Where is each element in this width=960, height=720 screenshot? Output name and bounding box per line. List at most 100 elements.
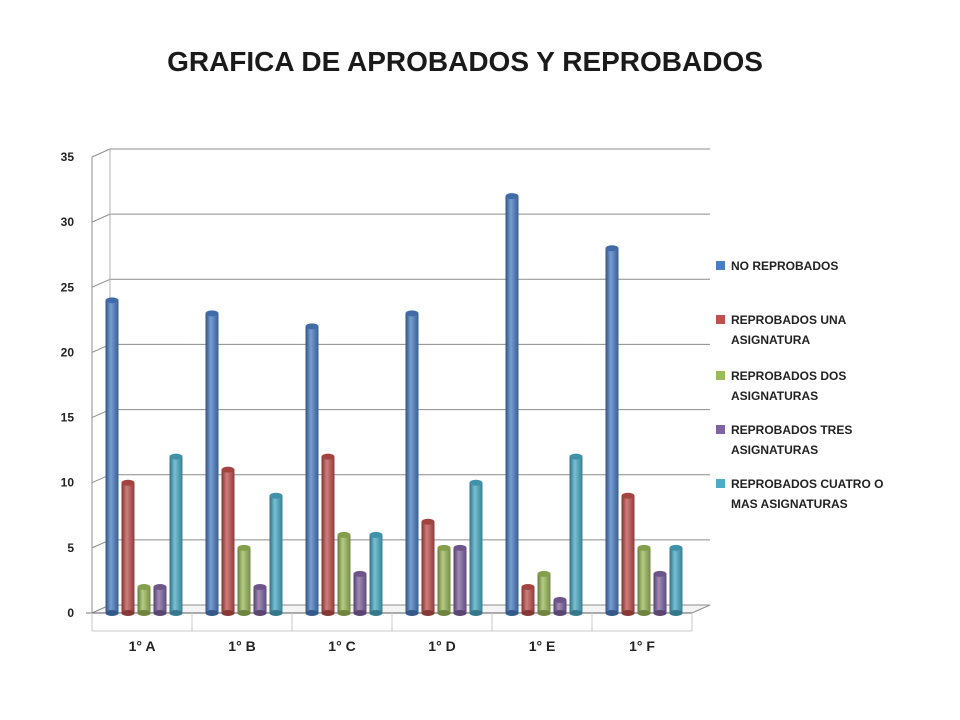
bar-base [205, 610, 219, 616]
legend-label: MAS ASIGNATURAS [731, 497, 848, 511]
x-tick-label: 1° C [328, 638, 355, 654]
bar [505, 196, 519, 614]
y-tick-label: 25 [61, 280, 75, 294]
bar-top [421, 518, 435, 525]
legend-swatch [716, 425, 725, 434]
bar-base [121, 610, 135, 616]
bar [105, 300, 119, 613]
bar-base [253, 610, 267, 616]
bar [653, 573, 667, 613]
bar-top [169, 453, 183, 460]
legend-label: ASIGNATURAS [731, 443, 818, 457]
y-tick-label: 0 [67, 606, 74, 620]
legend-label: REPROBADOS CUATRO O [731, 477, 883, 491]
bar-top [305, 323, 319, 330]
bar [669, 547, 683, 613]
legend-swatch [716, 371, 725, 380]
bar [269, 495, 283, 613]
bar-base [469, 610, 483, 616]
bar [453, 547, 467, 613]
bar-top [269, 492, 283, 499]
bar [153, 586, 167, 613]
chart-title: GRAFICA DE APROBADOS Y REPROBADOS [167, 46, 763, 77]
bar-base [569, 610, 583, 616]
bar-base [305, 610, 319, 616]
bar-top [353, 570, 367, 577]
bar [237, 547, 251, 613]
bar-top [553, 596, 567, 603]
bar-base [237, 610, 251, 616]
bar-top [569, 453, 583, 460]
bar [569, 456, 583, 613]
bar-base [437, 610, 451, 616]
bar-base [521, 610, 535, 616]
bar-base [637, 610, 651, 616]
legend-label: NO REPROBADOS [731, 259, 838, 273]
bar-base [405, 610, 419, 616]
bar-top [453, 544, 467, 551]
bar [369, 534, 383, 613]
bar [253, 586, 267, 613]
bar [321, 456, 335, 613]
bar-base [169, 610, 183, 616]
bar-base [453, 610, 467, 616]
x-tick-label: 1° D [428, 638, 455, 654]
bar-top [621, 492, 635, 499]
legend-label: ASIGNATURAS [731, 389, 818, 403]
bar-top [405, 310, 419, 317]
bar [337, 534, 351, 613]
bar-top [637, 544, 651, 551]
bar-base [153, 610, 167, 616]
bar [537, 573, 551, 613]
legend-swatch [716, 261, 725, 270]
bar [469, 482, 483, 613]
bar [521, 586, 535, 613]
x-tick-label: 1° B [228, 638, 255, 654]
bar [205, 313, 219, 613]
bar [137, 586, 151, 613]
bar [121, 482, 135, 613]
y-tick-label: 35 [61, 150, 75, 164]
bar [305, 326, 319, 613]
y-tick-label: 10 [61, 476, 75, 490]
bar-base [421, 610, 435, 616]
legend-swatch [716, 479, 725, 488]
x-tick-label: 1° F [629, 638, 655, 654]
legend-label: REPROBADOS DOS [731, 369, 846, 383]
bar [437, 547, 451, 613]
bar [421, 521, 435, 613]
bar [637, 547, 651, 613]
bar-top [337, 531, 351, 538]
legend-label: ASIGNATURA [731, 333, 810, 347]
bar-top [537, 570, 551, 577]
legend: NO REPROBADOS REPROBADOS UNA ASIGNATURA REP… [716, 259, 883, 511]
label-layer: 0 5 10 15 20 25 30 35 1° A 1° B 1° C 1° D 1° E 1° F [61, 150, 656, 654]
y-tick-label: 15 [61, 411, 75, 425]
bar-top [505, 193, 519, 200]
bar-top [437, 544, 451, 551]
x-tick-label: 1° E [529, 638, 556, 654]
bar-base [669, 610, 683, 616]
bar-layer [105, 193, 683, 616]
bar-top [521, 583, 535, 590]
legend-label: REPROBADOS TRES [731, 423, 852, 437]
bar-top [153, 583, 167, 590]
bar-base [137, 610, 151, 616]
bar [553, 599, 567, 613]
bar-base [537, 610, 551, 616]
y-tick-label: 5 [67, 541, 74, 555]
bar-top [121, 479, 135, 486]
legend-label: REPROBADOS UNA [731, 313, 847, 327]
bar-base [105, 610, 119, 616]
bar-top [469, 479, 483, 486]
bar-base [605, 610, 619, 616]
bar [221, 469, 235, 613]
bar-top [237, 544, 251, 551]
bar-base [369, 610, 383, 616]
bar-base [321, 610, 335, 616]
gridline-side [91, 148, 111, 158]
bar-base [505, 610, 519, 616]
bar-base [621, 610, 635, 616]
gridline-side [91, 213, 111, 223]
